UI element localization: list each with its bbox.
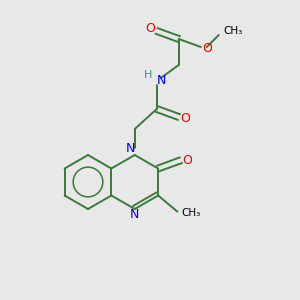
Text: O: O <box>180 112 190 124</box>
Text: O: O <box>202 43 212 56</box>
Text: CH₃: CH₃ <box>224 26 243 36</box>
Text: O: O <box>145 22 155 35</box>
Text: H: H <box>144 70 152 80</box>
Text: N: N <box>130 208 140 220</box>
Text: CH₃: CH₃ <box>181 208 200 218</box>
Text: N: N <box>157 74 167 88</box>
Text: N: N <box>126 142 136 155</box>
Text: O: O <box>182 154 192 167</box>
